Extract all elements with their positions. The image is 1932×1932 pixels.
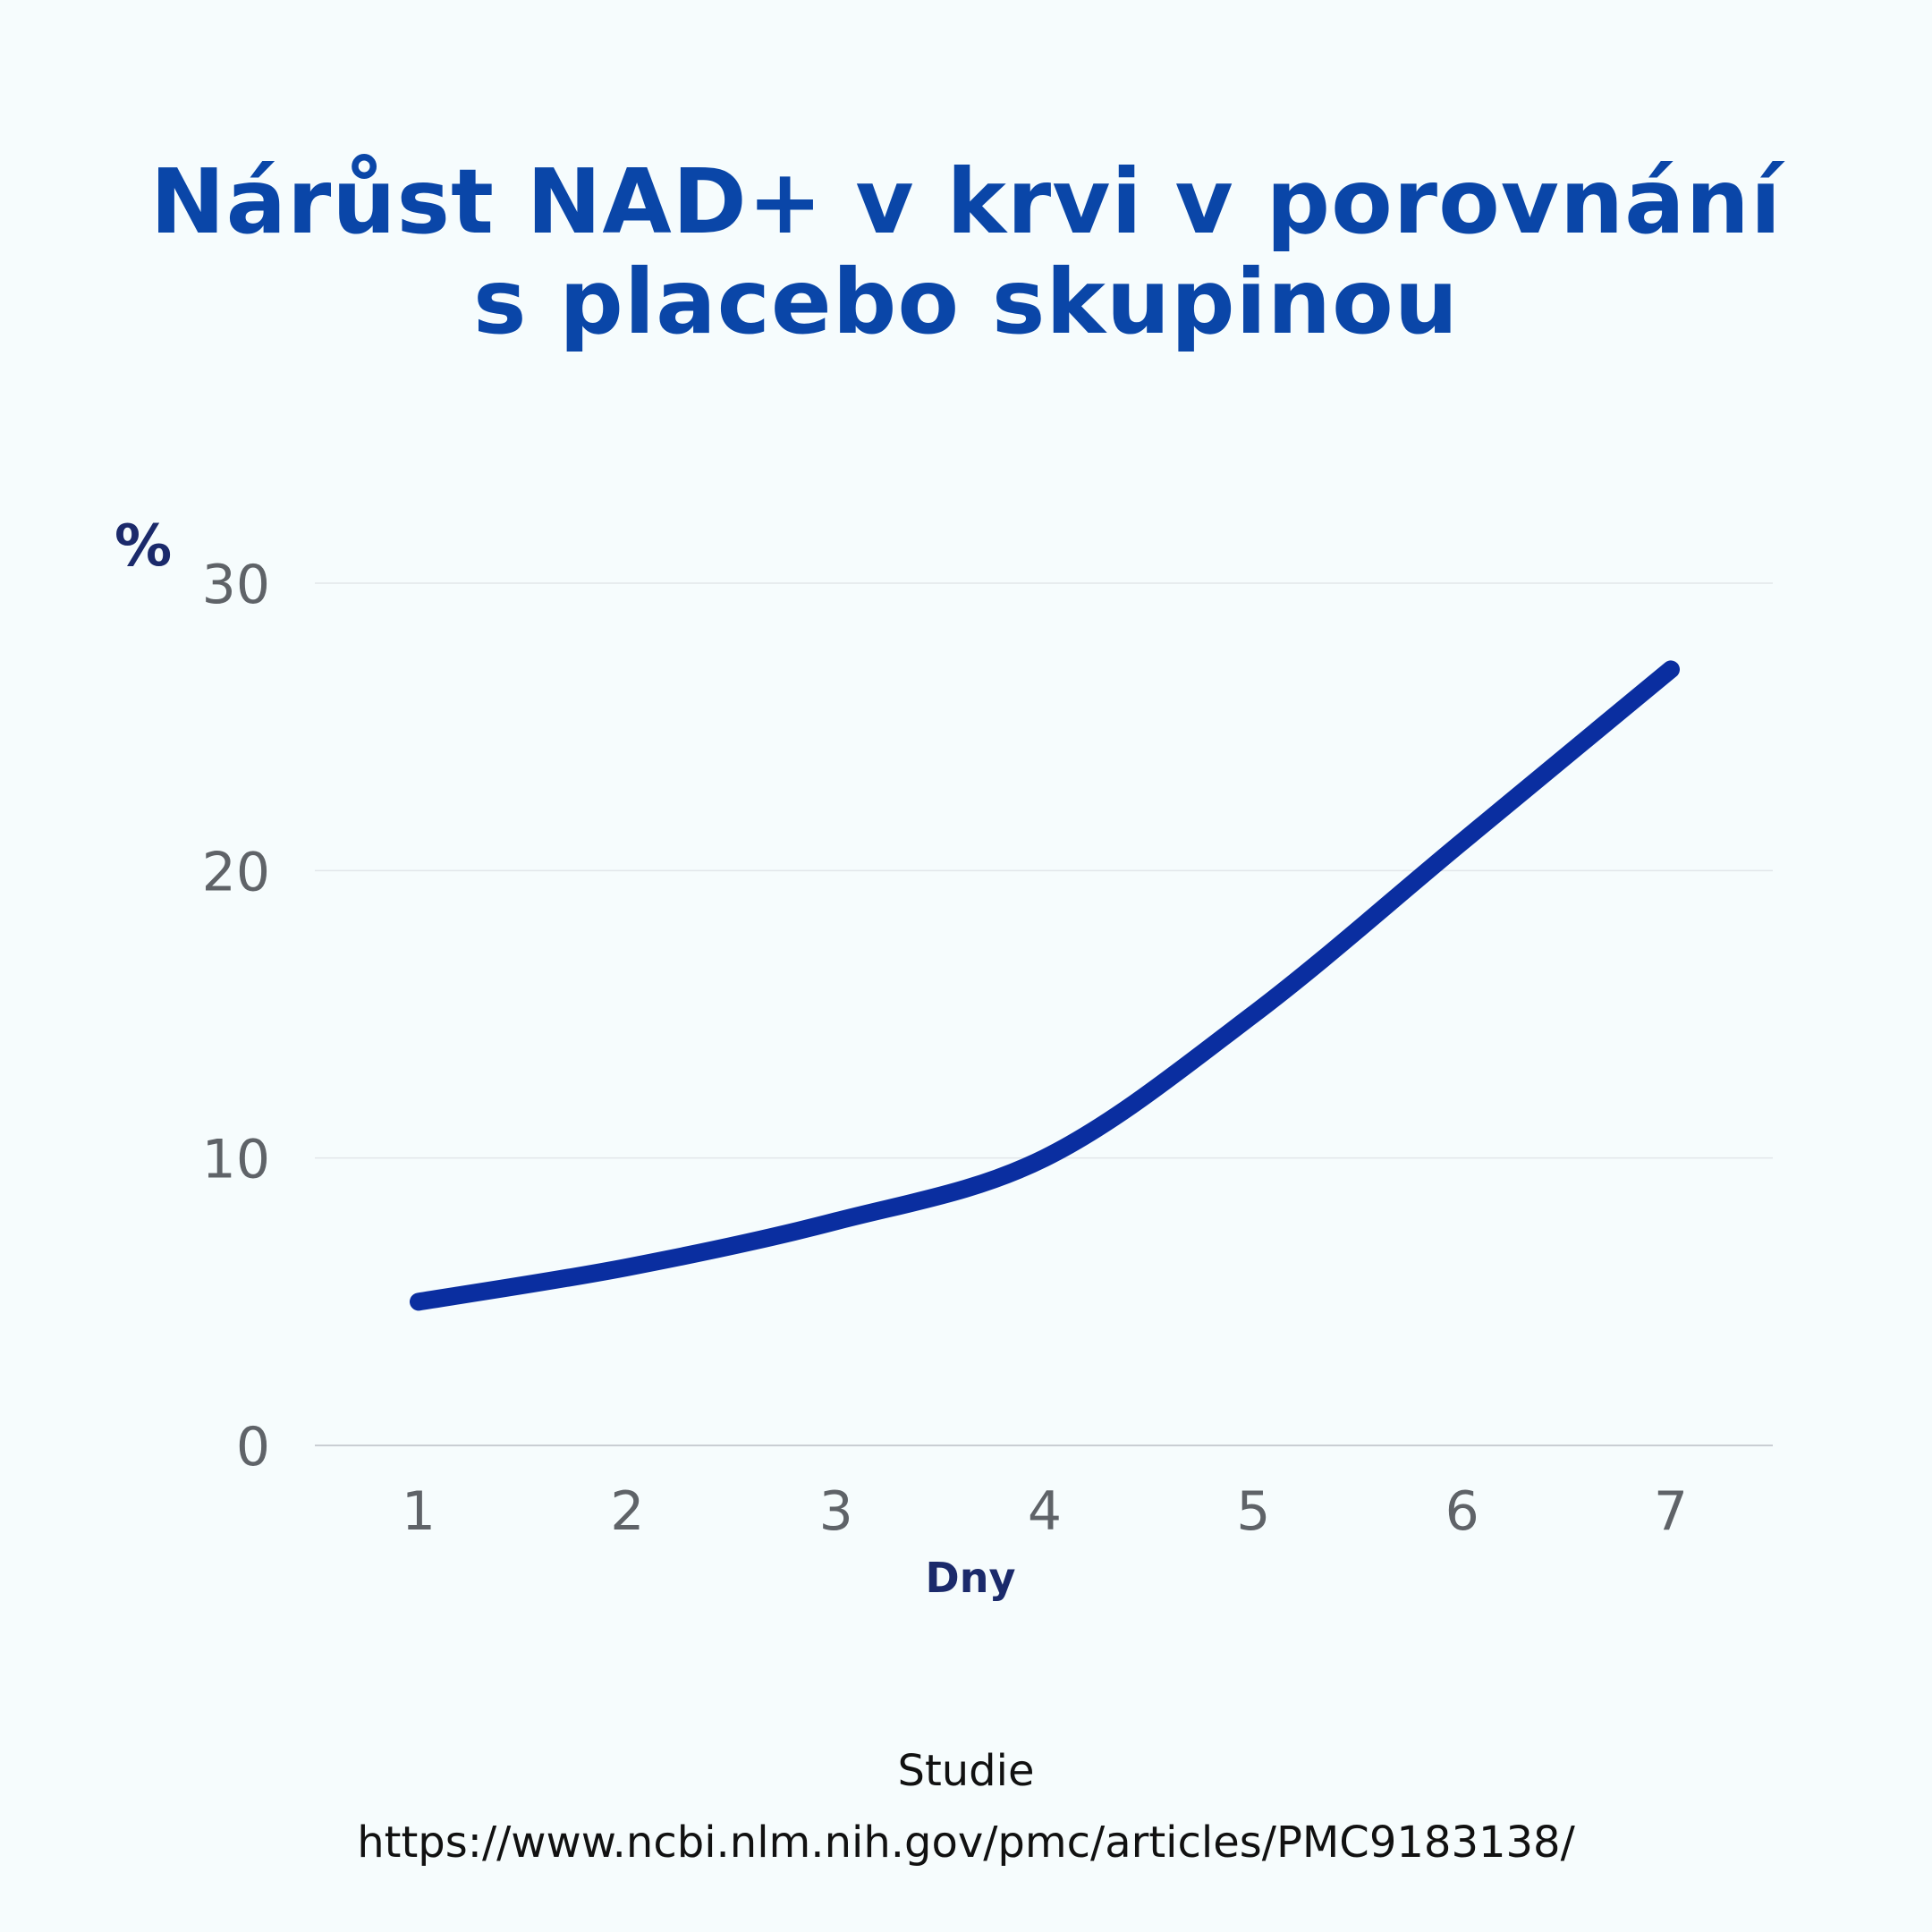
source-label: Studie <box>897 1746 1035 1796</box>
y-axis-ticks: 0 10 20 30 <box>202 554 270 1479</box>
x-tick-label: 5 <box>1236 1480 1270 1543</box>
source-url: https://www.ncbi.nlm.nih.gov/pmc/article… <box>357 1818 1575 1868</box>
series-line-0 <box>410 660 1680 1311</box>
x-tick-label: 7 <box>1654 1480 1688 1543</box>
y-tick-label: 30 <box>202 554 270 616</box>
x-axis-ticks: 1 2 3 4 5 6 7 <box>402 1480 1688 1543</box>
x-tick-label: 2 <box>610 1480 644 1543</box>
series-lines <box>410 660 1680 1311</box>
y-axis-label: % <box>114 513 172 580</box>
y-tick-label: 20 <box>202 841 270 903</box>
chart-title-line-2: s placebo skupinou <box>472 250 1460 354</box>
x-tick-label: 6 <box>1445 1480 1479 1543</box>
y-tick-label: 0 <box>236 1416 270 1479</box>
y-tick-label: 10 <box>202 1129 270 1191</box>
x-tick-label: 4 <box>1028 1480 1062 1543</box>
x-tick-label: 3 <box>819 1480 853 1543</box>
chart-title: Nárůst NAD+ v krvi v porovnání s placebo… <box>0 152 1932 352</box>
chart-title-line-1: Nárůst NAD+ v krvi v porovnání <box>149 149 1783 254</box>
x-tick-label: 1 <box>402 1480 436 1543</box>
x-axis-label: Dny <box>926 1554 1016 1602</box>
source-citation: Studie https://www.ncbi.nlm.nih.gov/pmc/… <box>0 1735 1932 1878</box>
grid-lines <box>315 582 1773 1446</box>
